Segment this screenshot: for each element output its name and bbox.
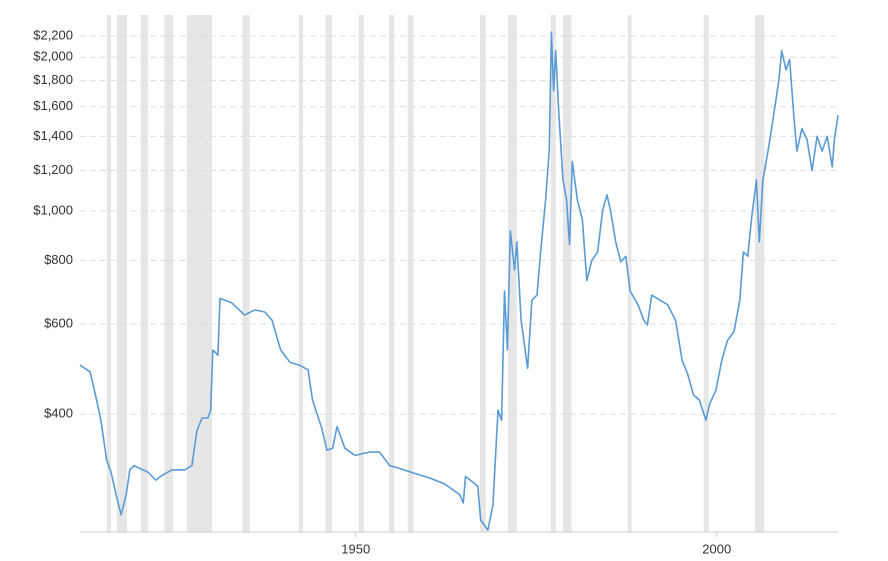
y-tick-label: $1,800 xyxy=(33,72,73,87)
y-tick-label: $600 xyxy=(44,316,73,331)
recession-band xyxy=(116,15,127,532)
price-line xyxy=(79,31,839,531)
recession-band xyxy=(164,15,174,532)
recession-band xyxy=(627,15,632,532)
recession-band xyxy=(298,15,304,532)
recession-band xyxy=(186,15,213,532)
y-tick-label: $1,200 xyxy=(33,162,73,177)
y-tick-label: $1,000 xyxy=(33,202,73,217)
y-tick-label: $800 xyxy=(44,252,73,267)
y-tick-label: $2,000 xyxy=(33,49,73,64)
recession-band xyxy=(562,15,572,532)
x-tick-label: 1950 xyxy=(341,541,370,556)
recession-band xyxy=(325,15,332,532)
recession-band xyxy=(388,15,395,532)
recession-band xyxy=(358,15,364,532)
recession-band xyxy=(140,15,148,532)
recession-band xyxy=(508,15,517,532)
x-tick-label: 2000 xyxy=(702,541,731,556)
y-tick-label: $1,600 xyxy=(33,98,73,113)
y-tick-label: $2,200 xyxy=(33,28,73,43)
recession-band xyxy=(407,15,414,532)
recession-band xyxy=(106,15,112,532)
y-tick-label: $400 xyxy=(44,406,73,421)
recession-band xyxy=(703,15,709,532)
recession-band xyxy=(550,15,556,532)
recession-band xyxy=(242,15,250,532)
y-tick-label: $1,400 xyxy=(33,128,73,143)
recession-band xyxy=(479,15,486,532)
recession-band xyxy=(754,15,765,532)
